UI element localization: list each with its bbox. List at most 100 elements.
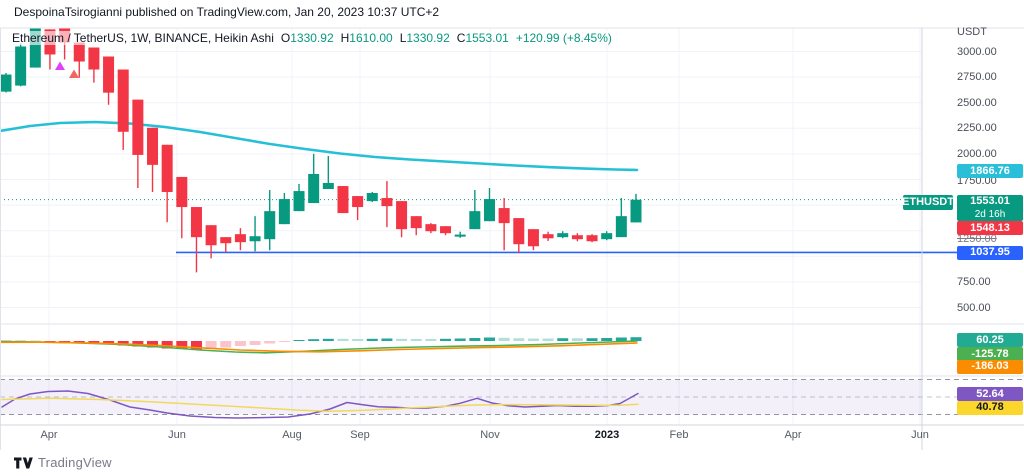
candle-body — [571, 235, 583, 240]
candle-body — [161, 144, 173, 192]
time-axis-label: Apr — [40, 429, 58, 441]
price-axis-label: 2500.00 — [957, 96, 997, 109]
macd-histogram-bar — [88, 341, 100, 344]
rsi-value-badge[interactable]: 52.64 — [957, 387, 1023, 401]
candle-body — [440, 226, 452, 234]
candle-body — [396, 201, 408, 230]
tradingview-mark-icon — [14, 457, 33, 468]
macd-histogram-bar — [190, 341, 202, 350]
price-axis-label: 500.00 — [957, 301, 991, 314]
tradingview-logo[interactable]: TradingView — [14, 455, 112, 470]
ohlc-open: O1330.92 — [280, 31, 334, 45]
horizontal-line-badge[interactable]: 1037.95 — [957, 245, 1023, 260]
price-change: +120.99 (+8.45%) — [515, 31, 612, 45]
candle-body — [103, 56, 115, 93]
macd-histogram-bar — [483, 337, 495, 341]
macd-histogram-bar — [440, 338, 452, 341]
price-axis-label: 2250.00 — [957, 122, 997, 135]
macd-histogram-bar — [454, 338, 466, 341]
candle-body — [337, 186, 349, 214]
time-axis-label: Feb — [669, 429, 689, 441]
macd-histogram-bar — [366, 338, 378, 341]
macd-histogram-bar — [293, 340, 305, 341]
time-axis-label: Apr — [784, 429, 802, 441]
rsi-ma-line — [1, 397, 639, 412]
macd-histogram-bar — [615, 337, 627, 341]
chart-legend[interactable]: Ethereum / TetherUS, 1W, BINANCE, Heikin… — [12, 31, 616, 45]
candle-body — [15, 46, 27, 86]
macd-histogram-bar — [410, 339, 422, 341]
price-axis-unit: USDT — [957, 26, 987, 38]
macd-histogram-bar — [132, 341, 144, 347]
macd-histogram-bar — [557, 338, 569, 341]
time-axis-label: 2023 — [594, 429, 620, 441]
candle-body — [630, 199, 642, 223]
macd-histogram-bar — [205, 341, 217, 349]
candle-body — [147, 127, 159, 165]
ma-value-badge[interactable]: 1866.76 — [957, 164, 1023, 178]
last-price-badge[interactable]: 1553.01 2d 16h — [957, 195, 1023, 221]
macd-signal-badge[interactable]: -186.03 — [957, 359, 1023, 374]
candle-body — [352, 196, 364, 208]
macd-histogram-bar — [352, 339, 364, 341]
macd-histogram-bar — [0, 340, 12, 341]
candle-body — [615, 216, 627, 238]
candle-body — [513, 218, 525, 245]
candle-body — [498, 208, 510, 224]
candles — [0, 28, 642, 273]
macd-signal-line — [0, 341, 638, 353]
indicator-price-badge[interactable]: 1548.13 — [957, 221, 1023, 235]
candle-body — [132, 99, 144, 155]
macd-histogram-bar — [161, 341, 173, 349]
macd-histogram-bar — [147, 341, 159, 348]
triangle-up-marker — [55, 61, 65, 70]
macd-histogram-bar — [630, 337, 642, 341]
macd-line-badge[interactable]: -125.78 — [957, 347, 1023, 361]
rsi-ma-badge[interactable]: 40.78 — [957, 400, 1023, 415]
macd-histogram-bar — [527, 338, 539, 341]
price-axis-label: 3000.00 — [957, 45, 997, 58]
macd-histogram-bar — [571, 338, 583, 341]
time-axis-label: Aug — [282, 429, 302, 441]
candle-body — [542, 234, 554, 239]
price-axis-label: 1250.00 — [957, 232, 997, 245]
macd-histogram-bar — [220, 341, 232, 348]
macd-histogram-bar — [249, 341, 261, 345]
symbol-title: Ethereum / TetherUS, 1W, BINANCE, Heikin… — [12, 31, 274, 45]
candle-body — [249, 236, 261, 242]
macd-histogram-bar — [469, 338, 481, 341]
candle-body — [557, 233, 569, 238]
macd-hist-badge[interactable]: 60.25 — [957, 333, 1023, 347]
symbol-label-badge[interactable]: ETHUSDT — [902, 195, 954, 210]
candle-body — [220, 237, 232, 244]
candle-body — [454, 234, 466, 237]
candle-body — [469, 211, 481, 230]
macd-histogram-bar — [234, 341, 246, 346]
triangle-up-marker — [69, 69, 79, 78]
macd-histogram-bar — [381, 338, 393, 341]
candle-body — [29, 28, 41, 68]
candle-body — [117, 69, 129, 132]
candle-body — [190, 207, 202, 238]
ma-line — [0, 120, 639, 172]
time-axis-label: Jun — [168, 429, 186, 441]
candle-body — [366, 193, 378, 202]
price-axis-label: 750.00 — [957, 275, 991, 288]
candle-body — [527, 229, 539, 247]
macd-histogram-bar — [322, 338, 334, 341]
candle-body — [425, 224, 437, 232]
price-axis-label: 2000.00 — [957, 147, 997, 160]
candle-body — [322, 182, 334, 190]
macd-histogram-bar — [425, 339, 437, 341]
macd-histogram-bar — [513, 338, 525, 341]
macd-histogram-bar — [264, 341, 276, 344]
published-info: DespoinaTsirogianni published on Trading… — [14, 5, 440, 19]
candle-body — [234, 234, 246, 243]
candle-body — [73, 42, 85, 62]
candle-body — [601, 233, 613, 240]
macd-histogram-bar — [542, 338, 554, 341]
time-axis-label: Sep — [350, 429, 370, 441]
macd-histogram-bar — [396, 338, 408, 341]
candle-body — [278, 199, 290, 225]
